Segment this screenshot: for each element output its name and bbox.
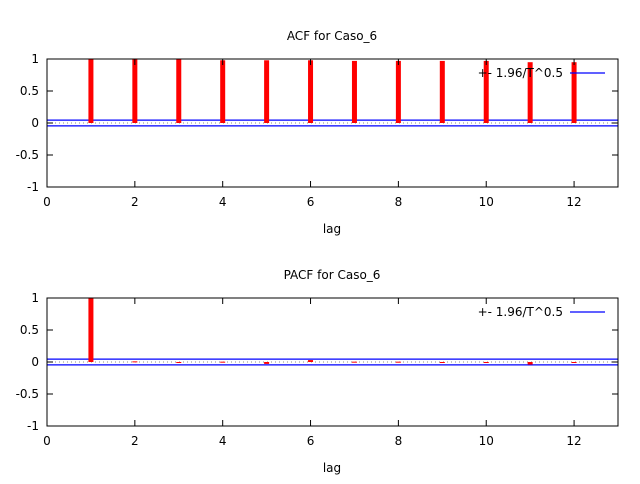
bar-lag-10 bbox=[483, 362, 489, 363]
x-tick-label: 10 bbox=[479, 434, 494, 448]
bar-lag-10 bbox=[483, 60, 489, 123]
acf-panel: ACF for Caso_6 1 0.5 0 -0.5 -1 0 2 4 6 8 10 12 lag +- … bbox=[16, 29, 619, 236]
x-tick-label: 12 bbox=[566, 434, 581, 448]
x-tick-label: 2 bbox=[131, 195, 139, 209]
y-tick-label: 1 bbox=[31, 291, 39, 305]
bar-lag-5 bbox=[264, 60, 270, 123]
bar-lag-7 bbox=[351, 361, 357, 363]
bar-lag-11 bbox=[527, 62, 533, 123]
y-tick-label: 0.5 bbox=[20, 84, 39, 98]
pacf-panel: PACF for Caso_6 1 0.5 0 -0.5 -1 0 2 4 6 8 10 12 lag +-… bbox=[16, 268, 619, 475]
y-tick-label: 0 bbox=[31, 355, 39, 369]
bar-lag-6 bbox=[308, 360, 314, 362]
x-tick-label: 0 bbox=[43, 195, 51, 209]
x-tick-label: 8 bbox=[395, 434, 403, 448]
bar-lag-2 bbox=[132, 361, 138, 363]
x-tick-label: 6 bbox=[307, 195, 315, 209]
legend-label: +- 1.96/T^0.5 bbox=[478, 305, 563, 319]
bar-lag-9 bbox=[439, 362, 445, 363]
y-tick-label: -0.5 bbox=[16, 387, 39, 401]
x-axis-label: lag bbox=[323, 461, 341, 475]
bar-lag-3 bbox=[176, 59, 182, 123]
y-tick-label: -0.5 bbox=[16, 148, 39, 162]
bar-lag-4 bbox=[220, 60, 226, 123]
x-tick-label: 0 bbox=[43, 434, 51, 448]
y-tick-label: -1 bbox=[27, 419, 39, 433]
x-tick-label: 2 bbox=[131, 434, 139, 448]
bar-lag-8 bbox=[395, 60, 401, 123]
bar-lag-7 bbox=[351, 60, 357, 123]
chart-title: ACF for Caso_6 bbox=[287, 29, 377, 43]
bar-lag-12 bbox=[571, 362, 577, 363]
x-tick-label: 4 bbox=[219, 195, 227, 209]
bar-lag-6 bbox=[308, 60, 314, 123]
x-tick-label: 8 bbox=[395, 195, 403, 209]
y-tick-label: -1 bbox=[27, 180, 39, 194]
bar-lag-5 bbox=[264, 362, 270, 364]
bar-lag-2 bbox=[132, 59, 138, 123]
bar-lag-3 bbox=[176, 362, 182, 363]
x-tick-label: 4 bbox=[219, 434, 227, 448]
chart-title: PACF for Caso_6 bbox=[284, 268, 381, 282]
x-tick-label: 10 bbox=[479, 195, 494, 209]
y-tick-label: 0.5 bbox=[20, 323, 39, 337]
x-tick-label: 6 bbox=[307, 434, 315, 448]
legend-label: +- 1.96/T^0.5 bbox=[478, 66, 563, 80]
bar-lag-4 bbox=[220, 361, 226, 363]
bar-lag-1 bbox=[88, 59, 94, 123]
y-tick-label: 0 bbox=[31, 116, 39, 130]
bar-lag-12 bbox=[571, 62, 577, 123]
y-tick-label: 1 bbox=[31, 52, 39, 66]
bar-lag-9 bbox=[439, 60, 445, 123]
bar-lag-1 bbox=[88, 298, 94, 362]
bar-lag-11 bbox=[527, 362, 533, 365]
x-axis-label: lag bbox=[323, 222, 341, 236]
x-tick-label: 12 bbox=[566, 195, 581, 209]
bar-lag-8 bbox=[395, 361, 401, 363]
